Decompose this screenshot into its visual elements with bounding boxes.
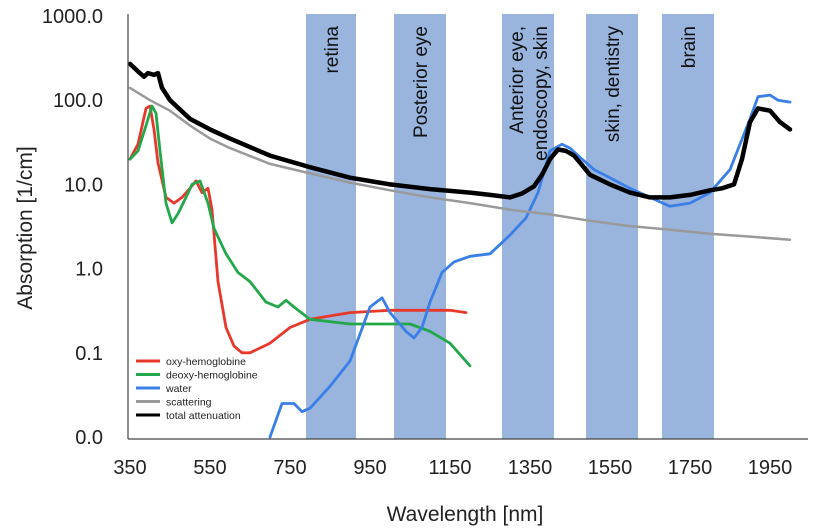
x-axis-label: Wavelength [nm] [387, 503, 544, 526]
x-tick-label: 1150 [428, 457, 471, 479]
y-tick-label: 100.0 [53, 90, 103, 112]
y-tick-label: 10.0 [64, 174, 103, 196]
band-label: Anterior eye, [507, 26, 528, 134]
x-tick-label: 550 [193, 457, 226, 479]
tissue-bands: retina Posterior eye Anterior eye, endoscop… [306, 14, 714, 439]
series-lines [127, 61, 793, 439]
y-axis-label: Absorption [1/cm] [14, 146, 37, 309]
tissue-band [306, 14, 356, 439]
tick-labels: 350 550 750 950 1150 1350 1550 1750 1950 0.0 0.1 1.… [42, 6, 792, 479]
legend-label: scattering [166, 397, 212, 409]
x-tick-label: 1750 [668, 457, 713, 479]
band-label: retina [322, 26, 343, 74]
y-tick-label: 1.0 [75, 259, 103, 281]
legend-label: water [165, 383, 192, 395]
legend-label: oxy-hemoglobine [166, 356, 246, 368]
y-tick-label: 0.0 [75, 427, 103, 449]
x-tick-label: 750 [273, 457, 306, 479]
tissue-band [662, 14, 714, 439]
x-tick-label: 1350 [508, 457, 553, 479]
band-label: skin, dentistry [603, 26, 624, 143]
tissue-band [502, 14, 554, 439]
band-label: endoscopy, skin [531, 26, 552, 161]
legend-label: deoxy-hemoglobine [166, 370, 258, 382]
y-tick-label: 0.1 [75, 343, 103, 365]
series-line [128, 104, 468, 355]
series-line [128, 104, 472, 368]
band-label: brain [679, 26, 700, 68]
axes [127, 14, 808, 440]
x-tick-label: 350 [113, 457, 146, 479]
y-tick-label: 1000.0 [42, 6, 103, 28]
legend-label: total attenuation [166, 410, 241, 422]
x-tick-label: 1550 [588, 457, 633, 479]
x-tick-label: 1950 [748, 457, 793, 479]
series-line [268, 93, 792, 439]
x-tick-label: 950 [353, 457, 386, 479]
tissue-band [394, 14, 446, 439]
series-line [127, 61, 793, 200]
band-label: Posterior eye [411, 26, 432, 138]
series-line [128, 86, 792, 242]
